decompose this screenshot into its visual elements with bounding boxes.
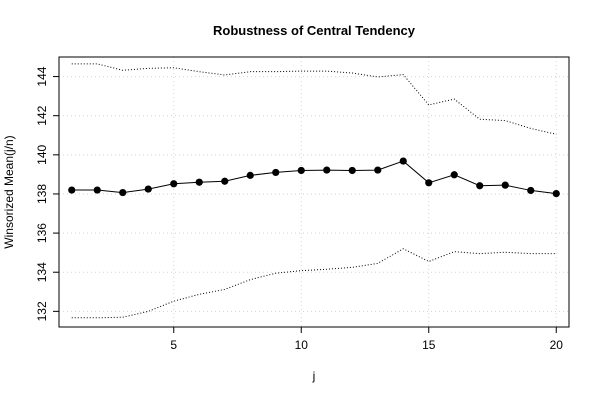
- data-point: [476, 182, 484, 190]
- y-tick-label: 138: [35, 184, 49, 204]
- data-point: [144, 185, 152, 193]
- data-point: [450, 171, 458, 179]
- data-point: [221, 177, 229, 185]
- data-point: [374, 166, 382, 174]
- bound-line-upper-bound: [71, 63, 557, 135]
- plot-frame: [58, 56, 570, 328]
- x-tick-label: 5: [170, 338, 177, 352]
- data-point: [93, 186, 101, 194]
- bound-line-lower-bound: [71, 248, 557, 319]
- data-point: [119, 188, 127, 197]
- data-point: [501, 181, 509, 189]
- y-axis-label: Winsorized Mean(j/n): [2, 135, 16, 248]
- y-tick-label: 134: [35, 262, 49, 282]
- series-line-estimate: [71, 160, 557, 195]
- data-point: [323, 166, 331, 174]
- grid-layer: [59, 57, 569, 327]
- data-point: [425, 179, 433, 187]
- chart-title: Robustness of Central Tendency: [213, 23, 416, 38]
- y-tick-label: 136: [35, 223, 49, 243]
- x-tick-label: 15: [422, 338, 436, 352]
- data-point: [399, 157, 407, 165]
- data-point: [272, 168, 280, 177]
- y-tick-label: 144: [35, 66, 49, 86]
- data-point: [527, 186, 535, 195]
- data-point: [170, 180, 178, 188]
- data-point: [348, 166, 356, 175]
- series-layer: [68, 63, 560, 319]
- y-tick-label: 142: [35, 105, 49, 125]
- data-point: [552, 189, 560, 198]
- x-tick-label: 20: [550, 338, 564, 352]
- axis-layer: 5 10 15 20 132 134 136 138 140 142 144: [35, 66, 563, 352]
- data-point: [68, 186, 76, 194]
- x-axis-label: j: [312, 369, 316, 383]
- data-point: [246, 171, 254, 179]
- data-point: [297, 166, 305, 175]
- y-tick-label: 132: [35, 301, 49, 321]
- x-tick-label: 10: [295, 338, 309, 352]
- data-point: [195, 178, 203, 186]
- y-tick-label: 140: [35, 144, 49, 164]
